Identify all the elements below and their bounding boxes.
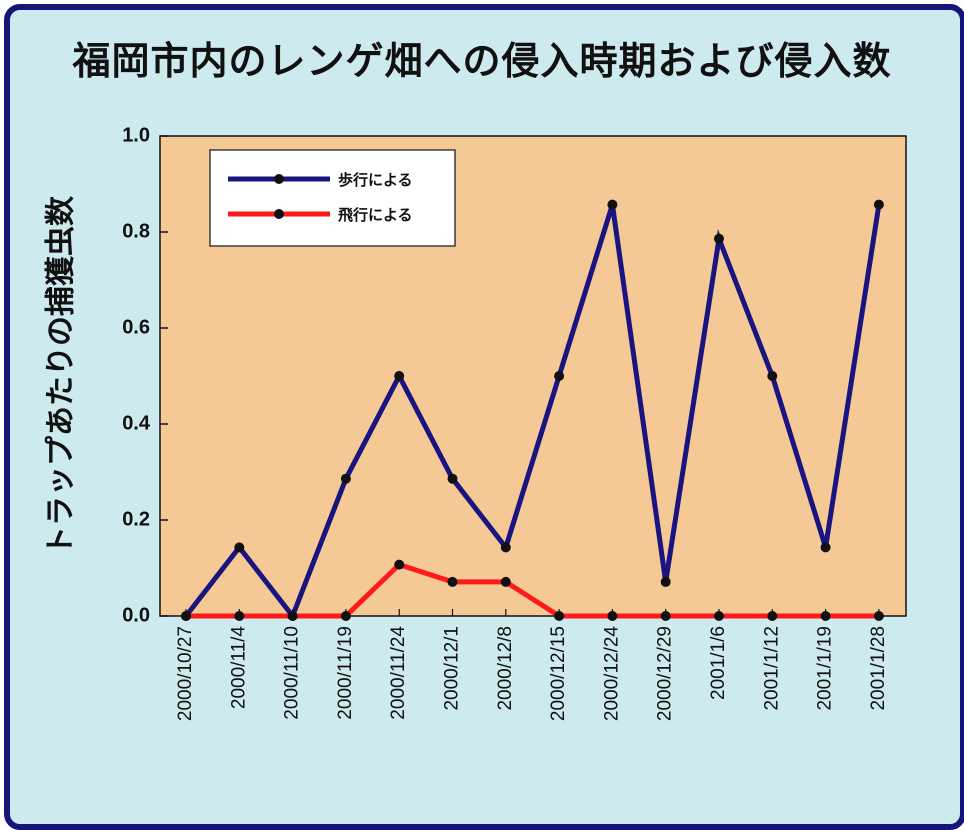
x-tick-label: 2000/12/8 bbox=[495, 626, 516, 711]
x-tick-label: 2000/10/27 bbox=[175, 626, 196, 721]
y-axis-ticks: 0.0 0.2 0.4 0.6 0.8 1.0 bbox=[122, 124, 168, 626]
y-tick-label: 0.6 bbox=[122, 316, 150, 338]
legend-label-walking: 歩行による bbox=[338, 171, 413, 189]
x-tick-label: 2000/11/10 bbox=[282, 626, 303, 720]
series-group bbox=[181, 199, 884, 622]
data-point-flying bbox=[714, 611, 724, 621]
x-axis-labels: 2000/10/27 2000/11/4 2000/11/10 2000/11/19 2… bbox=[175, 626, 889, 722]
data-point-walking bbox=[660, 576, 671, 587]
data-point-walking bbox=[873, 199, 884, 210]
data-point-walking bbox=[767, 371, 778, 381]
x-tick-label: 2000/12/24 bbox=[601, 626, 622, 722]
x-tick-label: 2000/11/24 bbox=[388, 626, 409, 720]
x-tick-label: 2001/1/28 bbox=[868, 626, 889, 711]
y-tick-label: 0.8 bbox=[122, 220, 150, 242]
series-line-flying bbox=[186, 561, 879, 619]
data-point-walking bbox=[340, 473, 351, 484]
legend-label-flying: 飛行による bbox=[337, 206, 413, 224]
y-tick-label: 1.0 bbox=[122, 124, 150, 146]
data-point-flying bbox=[181, 611, 191, 621]
series-line-walking bbox=[184, 203, 882, 622]
legend-box bbox=[209, 149, 456, 247]
x-tick-label: 2001/1/6 bbox=[708, 626, 729, 700]
x-tick-label: 2000/12/15 bbox=[548, 626, 569, 721]
legend-marker-flying bbox=[274, 209, 284, 219]
data-point-flying bbox=[873, 611, 884, 621]
y-tick-label: 0.0 bbox=[122, 604, 150, 626]
data-point-flying bbox=[234, 611, 245, 621]
x-tick-label: 2000/12/29 bbox=[655, 626, 676, 721]
data-point-walking bbox=[607, 199, 618, 210]
data-point-flying bbox=[394, 559, 405, 570]
data-point-flying bbox=[287, 611, 298, 621]
plot-area bbox=[159, 135, 907, 617]
data-point-flying bbox=[500, 576, 511, 587]
data-point-flying bbox=[767, 611, 778, 621]
y-axis-label: トラップあたりの捕獲虫数 bbox=[44, 195, 79, 556]
y-tick-label: 0.2 bbox=[122, 508, 150, 530]
data-point-flying bbox=[660, 611, 671, 621]
data-point-walking bbox=[554, 371, 565, 381]
x-tick-label: 2000/12/1 bbox=[442, 626, 463, 711]
data-point-walking bbox=[500, 542, 511, 553]
data-point-flying bbox=[340, 611, 351, 621]
data-point-flying bbox=[554, 611, 565, 621]
x-tick-label: 2001/1/19 bbox=[815, 626, 836, 711]
chart-title: 福岡市内のレンゲ畑への侵入時期および侵入数 bbox=[72, 39, 892, 83]
data-point-flying bbox=[447, 576, 458, 587]
y-tick-label: 0.4 bbox=[122, 412, 151, 434]
legend-marker-walking bbox=[274, 174, 284, 184]
data-point-flying bbox=[820, 611, 831, 621]
data-point-walking bbox=[234, 542, 245, 553]
data-point-walking bbox=[394, 371, 405, 381]
x-tick-label: 2000/11/4 bbox=[228, 626, 249, 710]
x-tick-label: 2000/11/19 bbox=[335, 626, 356, 720]
data-point-flying bbox=[607, 611, 618, 621]
x-tick-label: 2001/1/12 bbox=[761, 626, 782, 711]
data-point-walking bbox=[447, 473, 458, 484]
data-point-walking bbox=[820, 542, 831, 553]
data-point-walking bbox=[714, 233, 724, 244]
legend: 歩行による 飛行による bbox=[209, 149, 456, 247]
